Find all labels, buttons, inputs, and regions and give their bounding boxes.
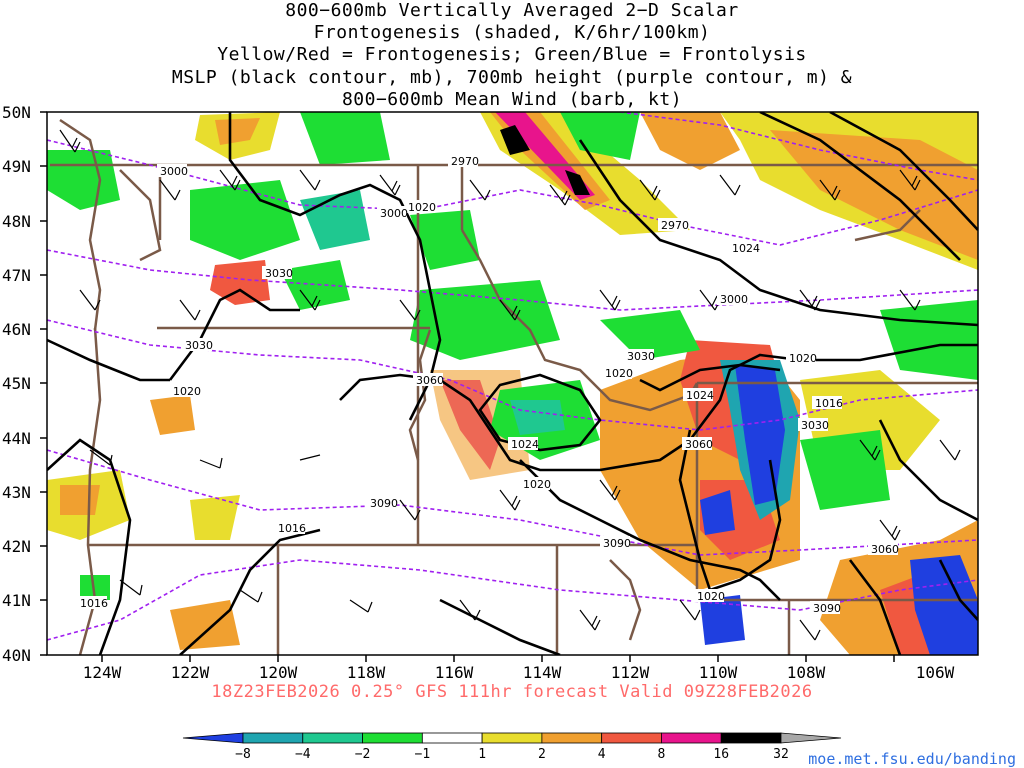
colorbar-segment: [362, 732, 423, 744]
colorbar-segment: [421, 732, 483, 744]
colorbar: −8 −4 −2 −1 1 2 4 8 16 32: [182, 732, 842, 762]
lon-label: 124W: [83, 663, 122, 682]
height-label: 3030: [801, 419, 829, 432]
colorbar-label: −8: [235, 747, 251, 762]
mslp-label: 1016: [815, 397, 843, 410]
lat-label: 48N: [2, 212, 31, 231]
height-contours: [47, 112, 978, 641]
axis-ticks: [40, 111, 895, 662]
lon-label: 116W: [435, 663, 474, 682]
colorbar-max-arrow: [780, 732, 842, 744]
lat-label: 50N: [2, 103, 31, 122]
height-label: 3090: [603, 537, 631, 550]
height-label: 3000: [380, 207, 408, 220]
colorbar-segment: [541, 732, 603, 744]
height-label: 3000: [720, 293, 748, 306]
height-label: 3060: [416, 374, 444, 387]
height-label: 3030: [627, 350, 655, 363]
height-label: 3090: [370, 497, 398, 510]
colorbar-label: 8: [658, 747, 666, 762]
colorbar-segment: [302, 732, 363, 744]
wind-barbs: [59, 129, 961, 641]
colorbar-label: 16: [713, 747, 729, 762]
longitude-labels: 124W 122W 120W 118W 116W 114W 112W 110W …: [83, 663, 955, 682]
colorbar-label: −2: [355, 747, 371, 762]
colorbar-segment: [601, 732, 662, 744]
colorbar-label: 32: [773, 747, 789, 762]
mslp-label: 1024: [732, 242, 760, 255]
title-line-1: 800−600mb Vertically Averaged 2−D Scalar: [285, 0, 739, 21]
colorbar-label: −1: [415, 747, 431, 762]
colorbar-segment: [720, 732, 782, 744]
lat-label: 46N: [2, 320, 31, 339]
lon-label: 110W: [699, 663, 738, 682]
colorbar-label: 1: [478, 747, 486, 762]
colorbar-segment: [242, 732, 304, 744]
mslp-label: 1016: [80, 597, 108, 610]
mslp-label: 1024: [511, 438, 539, 451]
height-label: 2970: [451, 155, 479, 168]
latitude-labels: 50N 49N 48N 47N 46N 45N 44N 43N 42N 41N …: [2, 103, 31, 665]
colorbar-label: 2: [538, 747, 546, 762]
lat-label: 42N: [2, 537, 31, 556]
mslp-label: 1020: [697, 590, 725, 603]
height-label: 3000: [160, 165, 188, 178]
height-label: 3060: [685, 438, 713, 451]
mslp-contour-labels: 1020 1020 1024 1020 1020 1024 1020 1024 …: [77, 200, 843, 610]
mslp-label: 1024: [686, 389, 714, 402]
colorbar-label: 4: [598, 747, 606, 762]
height-contour-labels: 3000 3000 2970 2970 3030 3030 3060 3000 …: [157, 154, 899, 615]
lon-label: 120W: [259, 663, 298, 682]
lat-label: 40N: [2, 646, 31, 665]
lat-label: 45N: [2, 374, 31, 393]
colorbar-label: −4: [295, 747, 311, 762]
height-label: 3090: [813, 602, 841, 615]
title-line-5: 800−600mb Mean Wind (barb, kt): [341, 89, 683, 110]
title-line-3: Yellow/Red = Frontogenesis; Green/Blue =…: [217, 44, 807, 65]
lat-label: 41N: [2, 591, 31, 610]
political-boundaries: [50, 118, 978, 655]
lon-label: 112W: [611, 663, 650, 682]
mslp-label: 1020: [408, 201, 436, 214]
mslp-label: 1020: [605, 367, 633, 380]
mslp-label: 1020: [173, 385, 201, 398]
colorbar-segment: [661, 732, 722, 744]
lat-label: 49N: [2, 157, 31, 176]
title-line-4: MSLP (black contour, mb), 700mb height (…: [171, 67, 853, 88]
lon-label: 106W: [916, 663, 955, 682]
title-line-2: Frontogenesis (shaded, K/6hr/100km): [313, 22, 711, 43]
lon-label: 118W: [347, 663, 386, 682]
mslp-label: 1020: [789, 352, 817, 365]
lon-label: 108W: [787, 663, 826, 682]
lat-label: 43N: [2, 483, 31, 502]
lon-label: 122W: [171, 663, 210, 682]
lat-label: 47N: [2, 266, 31, 285]
height-label: 3030: [265, 267, 293, 280]
forecast-valid-line: 18Z23FEB2026 0.25° GFS 111hr forecast Va…: [211, 682, 813, 702]
mslp-label: 1016: [278, 522, 306, 535]
lat-label: 44N: [2, 429, 31, 448]
lon-label: 114W: [523, 663, 562, 682]
height-label: 3060: [871, 543, 899, 556]
height-label: 3030: [185, 339, 213, 352]
credit-link[interactable]: moe.met.fsu.edu/banding: [808, 750, 1016, 768]
height-label: 2970: [661, 219, 689, 232]
colorbar-segment: [481, 732, 543, 744]
colorbar-min-arrow: [182, 732, 244, 744]
mslp-label: 1020: [523, 478, 551, 491]
